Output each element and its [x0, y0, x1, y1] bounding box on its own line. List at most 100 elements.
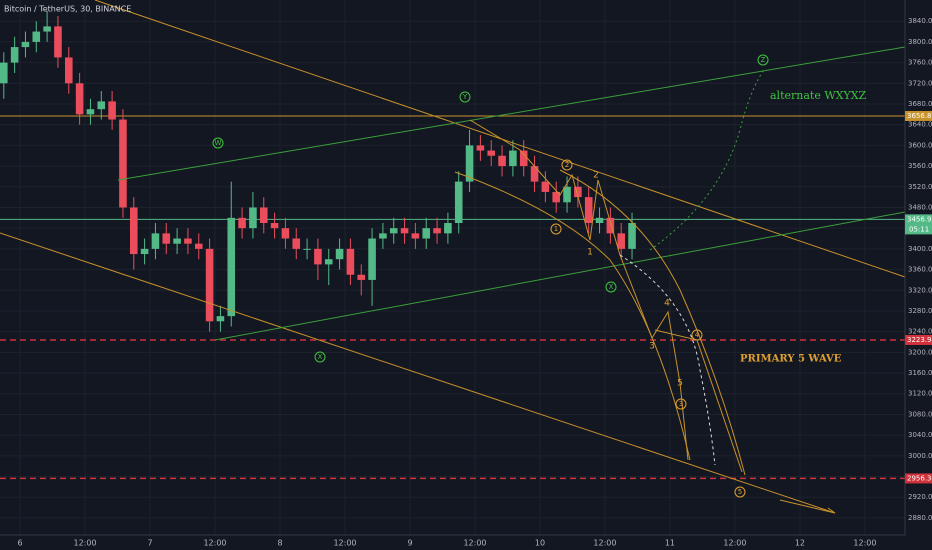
price-label-box — [905, 214, 932, 235]
candle-body — [86, 109, 95, 115]
grid — [0, 0, 905, 535]
candle-body — [32, 31, 41, 42]
candle-body — [227, 217, 236, 317]
wave-label: W — [215, 139, 222, 147]
candle-body — [379, 233, 387, 239]
x-tick-label: 11 — [665, 539, 675, 548]
countdown: 05:11 — [909, 225, 929, 233]
candle-body — [411, 233, 420, 239]
annotation-text: alternate WXYXZ — [770, 89, 867, 102]
candle-body — [541, 181, 550, 192]
candle-body — [314, 248, 322, 265]
drawings — [0, 0, 906, 514]
price-axis — [905, 0, 932, 550]
y-tick-label: 3800.00 — [908, 38, 932, 46]
arrow — [779, 499, 836, 514]
y-tick-label: 3680.00 — [908, 100, 932, 108]
candle-body — [509, 150, 517, 167]
candle-body — [444, 223, 452, 234]
annotations: W X Y X Z 1 2 4 3 5 1 2 3 4 5 alternate … — [212, 54, 867, 498]
y-tick-label: 3280.00 — [908, 307, 932, 315]
x-tick-label: 12:00 — [593, 539, 616, 548]
wave-label: 3 — [679, 400, 683, 408]
candle-body — [194, 243, 203, 249]
candle-body — [530, 166, 539, 182]
y-tick-label: 3520.00 — [908, 183, 932, 191]
label-circle — [314, 351, 326, 363]
candle-body — [205, 248, 214, 322]
candle-body — [389, 228, 398, 234]
candle-body — [21, 41, 30, 48]
x-tick-label: 8 — [277, 539, 282, 548]
trendline — [214, 211, 906, 341]
wave-label: X — [609, 283, 614, 291]
candle-body — [292, 238, 301, 249]
label-circle — [459, 91, 471, 103]
y-tick-label: 3360.00 — [908, 266, 932, 274]
wave-label: 1 — [554, 225, 558, 233]
y-tick-label: 3400.00 — [908, 245, 932, 253]
wave-label: X — [318, 353, 323, 361]
wave-label: 4 — [664, 299, 670, 309]
x-tick-label: 12:00 — [463, 539, 486, 548]
candle-body — [216, 316, 225, 322]
price-label: 3456.98 — [907, 215, 932, 223]
candle-body — [281, 228, 290, 239]
candle-body — [140, 248, 149, 255]
candle-body — [617, 233, 625, 249]
x-tick-label: 12:00 — [203, 539, 226, 548]
wave-label: 5 — [677, 379, 683, 389]
candle-body — [606, 217, 615, 234]
projection — [619, 254, 716, 466]
candle-body — [184, 238, 192, 244]
projection — [649, 67, 766, 251]
candle-body — [151, 233, 160, 249]
candle-body — [129, 207, 138, 255]
axis-labels: 2880.002920.002960.003000.003040.003080.… — [17, 17, 932, 548]
candle-body — [97, 101, 106, 110]
y-tick-label: 3640.00 — [908, 121, 932, 129]
candle-body — [400, 228, 409, 234]
candle-body — [54, 26, 62, 58]
candle-body — [335, 248, 344, 260]
price-label: 3223.94 — [907, 336, 932, 344]
candle-body — [259, 207, 268, 224]
x-tick-label: 7 — [147, 539, 152, 548]
candle-body — [476, 145, 485, 151]
annotation-text: PRIMARY 5 WAVE — [740, 354, 842, 365]
candles — [0, 10, 636, 332]
x-tick-label: 12:00 — [73, 539, 96, 548]
candle-body — [43, 26, 51, 32]
price-label: 3656.85 — [907, 112, 932, 120]
candle-body — [433, 228, 441, 234]
candle-body — [498, 155, 506, 167]
y-tick-label: 3720.00 — [908, 79, 932, 87]
label-circle — [605, 281, 617, 293]
candle-body — [422, 228, 431, 239]
candle-body — [628, 223, 636, 249]
x-tick-label: 6 — [17, 539, 22, 548]
candle-body — [249, 207, 257, 229]
candle-body — [357, 274, 366, 280]
candle-body — [574, 186, 582, 198]
y-tick-label: 3040.00 — [908, 431, 932, 439]
candle-body — [487, 150, 496, 156]
y-tick-label: 3200.00 — [908, 348, 932, 356]
label-circle — [561, 159, 573, 171]
price-label-box — [905, 473, 932, 484]
label-circle — [550, 223, 562, 235]
candle-body — [584, 197, 593, 224]
wave-label: Z — [761, 56, 766, 64]
price-lines — [0, 115, 905, 480]
label-circle — [757, 54, 769, 66]
candle-body — [64, 57, 73, 84]
candle-body — [563, 186, 571, 203]
wave-label: 2 — [565, 161, 569, 169]
wave-label: Y — [462, 93, 468, 101]
x-tick-label: 12:00 — [723, 539, 746, 548]
candle-body — [346, 248, 355, 275]
label-circle — [691, 329, 703, 341]
candle-body — [238, 217, 246, 229]
candle-body — [162, 233, 171, 244]
